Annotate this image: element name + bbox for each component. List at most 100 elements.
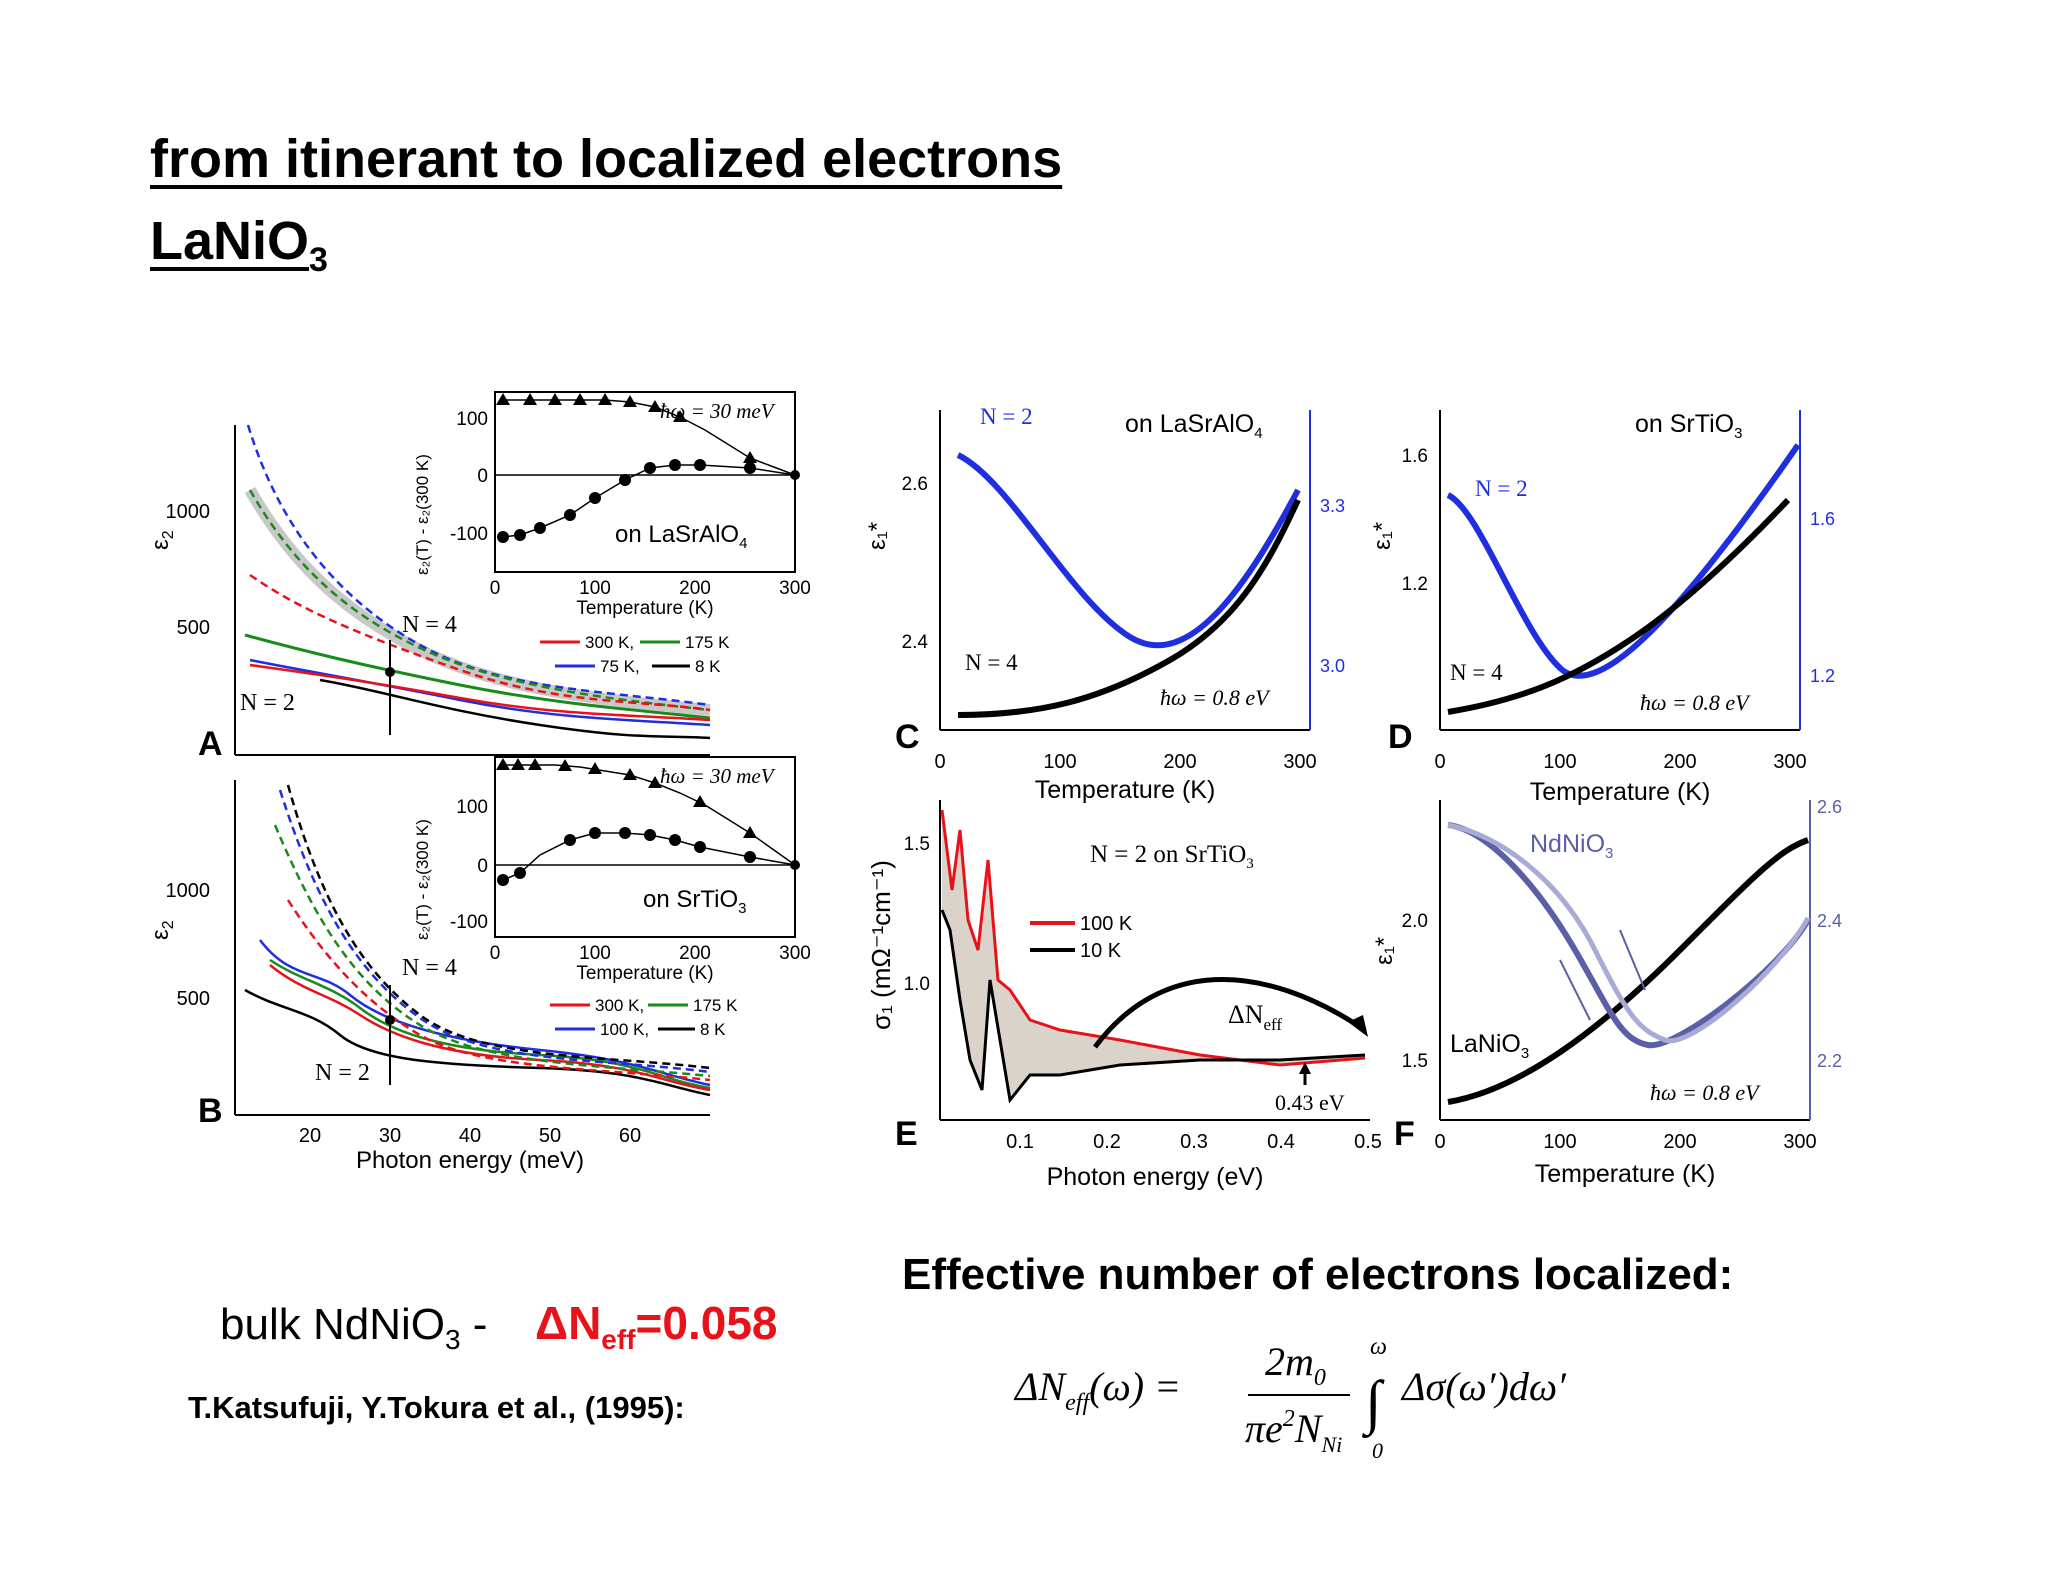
- panel-b-curve-8k: [244, 988, 711, 1097]
- panel-a-curve-75k: [249, 658, 711, 727]
- panel-e-marker-head: [1299, 1062, 1311, 1074]
- panel-b: 1000 500 ε2 B 20 30 40 50 60 Photon ener…: [147, 780, 738, 1174]
- panel-f-label-lanio3: LaNiO3: [1450, 1030, 1529, 1062]
- slide-title-text: from itinerant to localized electrons: [150, 129, 1063, 189]
- inset-b-xtick-300: 300: [779, 943, 811, 964]
- formula-numerator: 2m0: [1265, 1339, 1326, 1391]
- panel-b-xtick-60: 60: [619, 1125, 641, 1147]
- panel-d-xlabel: Temperature (K): [1530, 778, 1711, 806]
- legend-b-300k: 300 K,: [595, 996, 644, 1015]
- legend-a-8k: 8 K: [695, 657, 721, 676]
- panel-d: 1.6 1.2 1.6 1.2 ε₁* D 0 100 200 300 Temp…: [1369, 410, 1835, 806]
- panel-b-ytick-500: 500: [177, 988, 210, 1010]
- inset-a-xtick-100: 100: [579, 578, 611, 599]
- panel-a-shade: [244, 487, 711, 716]
- panel-d-xtick-200: 200: [1663, 751, 1696, 773]
- panel-b-xlabel: Photon energy (meV): [356, 1147, 584, 1174]
- panel-b-curve-100k: [259, 939, 711, 1087]
- inset-a-ytick-neg100: -100: [450, 524, 488, 545]
- panel-c-n2-label: N = 2: [980, 404, 1033, 429]
- panel-d-energy: ħω = 0.8 eV: [1640, 690, 1751, 715]
- neff-formula: ΔNeff(ω) = 2m0 πe2NNi ∫ ω 0 Δσ(ω′)dω′: [1013, 1334, 1567, 1460]
- panel-d-ytick-1.6: 1.6: [1402, 446, 1428, 467]
- panel-e-letter: E: [895, 1115, 918, 1153]
- slide-title: from itinerant to localized electrons: [150, 128, 1062, 190]
- panel-b-legend: 300 K, 175 K 100 K, 8 K: [550, 996, 738, 1039]
- panel-c-xtick-100: 100: [1043, 751, 1076, 773]
- panel-e-xtick-0.3: 0.3: [1180, 1131, 1208, 1153]
- panel-a-ylabel: ε2: [147, 530, 177, 550]
- panel-c-xlabel: Temperature (K): [1035, 776, 1216, 804]
- panel-b-curve-300k-n4: [286, 899, 711, 1082]
- panel-b-xtick-40: 40: [459, 1125, 481, 1147]
- inset-b-energy: ħω = 30 meV: [660, 764, 776, 788]
- panel-c-xtick-0: 0: [934, 751, 945, 773]
- panel-f-y2tick-2.4: 2.4: [1817, 911, 1842, 931]
- inset-a-ytick-0: 0: [477, 466, 488, 487]
- inset-b-ytick-0: 0: [477, 856, 488, 877]
- panel-e-xtick-0.4: 0.4: [1267, 1131, 1295, 1153]
- legend-a-175k: 175 K: [685, 633, 730, 652]
- formula-integral-lower: 0: [1372, 1438, 1383, 1460]
- formula-lhs: ΔNeff(ω) =: [1013, 1364, 1181, 1416]
- panel-b-curve-175k-n4: [273, 824, 711, 1078]
- panel-e-ytick-1.5: 1.5: [904, 834, 930, 855]
- panel-f-xtick-0: 0: [1434, 1131, 1445, 1153]
- panel-e-ytick-1.0: 1.0: [904, 974, 930, 995]
- panel-a-curve-175k: [244, 633, 711, 720]
- panel-c-xtick-200: 200: [1163, 751, 1196, 773]
- panel-e-delta-label: ΔNeff: [1228, 1000, 1282, 1034]
- panel-e-title: N = 2 on SrTiO3: [1090, 841, 1254, 872]
- panel-c: 2.6 2.4 3.3 3.0 ε₁* C 0 100 200 300 Temp…: [864, 404, 1345, 804]
- formula-integrand: Δσ(ω′)dω′: [1400, 1364, 1567, 1409]
- panel-c-curve-n2: [956, 452, 1301, 649]
- inset-b-xlabel: Temperature (K): [576, 963, 713, 984]
- inset-a-ylabel: ε₂(T) - ε₂(300 K): [413, 454, 432, 575]
- panel-a-curve-300k-n4: [249, 573, 711, 712]
- panel-a-letter: A: [198, 725, 223, 763]
- panel-e-ylabel: σ₁ (mΩ⁻¹cm⁻¹): [866, 860, 896, 1030]
- panel-d-y2tick-1.2: 1.2: [1810, 666, 1835, 686]
- panel-b-ytick-1000: 1000: [166, 880, 211, 902]
- inset-a-xlabel: Temperature (K): [576, 598, 713, 619]
- panel-d-y2tick-1.6: 1.6: [1810, 509, 1835, 529]
- legend-e-10k: 10 K: [1080, 940, 1122, 962]
- panel-f-label-ndnio3: NdNiO3: [1530, 830, 1613, 862]
- panel-a-curve-300k: [249, 663, 711, 722]
- inset-a-energy: ħω = 30 meV: [660, 399, 776, 423]
- effective-electrons-heading: Effective number of electrons localized:: [902, 1250, 1734, 1299]
- panel-c-curve-n4: [957, 498, 1301, 718]
- formula-denominator: πe2NNi: [1245, 1406, 1342, 1457]
- panel-f-curve-ndnio3-cool: [1447, 822, 1811, 1049]
- neff-value: ΔNeff=0.058: [535, 1297, 778, 1355]
- panel-a: 1000 500 ε2 A N = 4 N = 2 300 K, 175 K 7…: [147, 424, 730, 763]
- panel-a-curve-75k-n4: [246, 424, 711, 707]
- panel-c-n4-label: N = 4: [965, 650, 1018, 675]
- panel-f-curve-ndnio3-warm: [1447, 822, 1811, 1044]
- panel-a-legend: 300 K, 175 K 75 K, 8 K: [540, 633, 730, 676]
- panel-a-curve-175k-n4: [248, 489, 711, 712]
- panel-a-dot: [385, 667, 395, 677]
- panel-b-curve-300k: [269, 964, 711, 1092]
- panel-a-n2-label: N = 2: [240, 690, 295, 716]
- panel-e-marker-label: 0.43 eV: [1275, 1090, 1345, 1115]
- inset-a-xtick-200: 200: [679, 578, 711, 599]
- panel-a-n4-label: N = 4: [402, 612, 457, 638]
- panel-b-dot: [385, 1015, 395, 1025]
- formula-integral-sign: ∫: [1362, 1369, 1385, 1439]
- panel-d-xtick-100: 100: [1543, 751, 1576, 773]
- panel-b-curve-100k-n4: [278, 789, 711, 1074]
- inset-a-xtick-300: 300: [779, 578, 811, 599]
- panel-c-ytick-2.4: 2.4: [902, 632, 929, 653]
- panel-d-ytick-1.2: 1.2: [1402, 574, 1428, 595]
- inset-b: 100 0 -100 0 100 200 300 Temperature (K)…: [413, 756, 811, 984]
- panel-b-letter: B: [198, 1092, 223, 1130]
- inset-b-ylabel: ε₂(T) - ε₂(300 K): [413, 819, 432, 940]
- legend-b-175k: 175 K: [693, 996, 738, 1015]
- panel-d-ylabel: ε₁*: [1369, 522, 1396, 550]
- panel-f: 2.0 1.5 2.6 2.4 2.2 ε₁* F 0 100 200 300 …: [1371, 797, 1842, 1188]
- panel-f-xlabel: Temperature (K): [1535, 1160, 1716, 1188]
- formula-integral-upper: ω: [1370, 1334, 1387, 1360]
- panel-b-xtick-30: 30: [379, 1125, 401, 1147]
- panel-f-ytick-2.0: 2.0: [1402, 911, 1428, 932]
